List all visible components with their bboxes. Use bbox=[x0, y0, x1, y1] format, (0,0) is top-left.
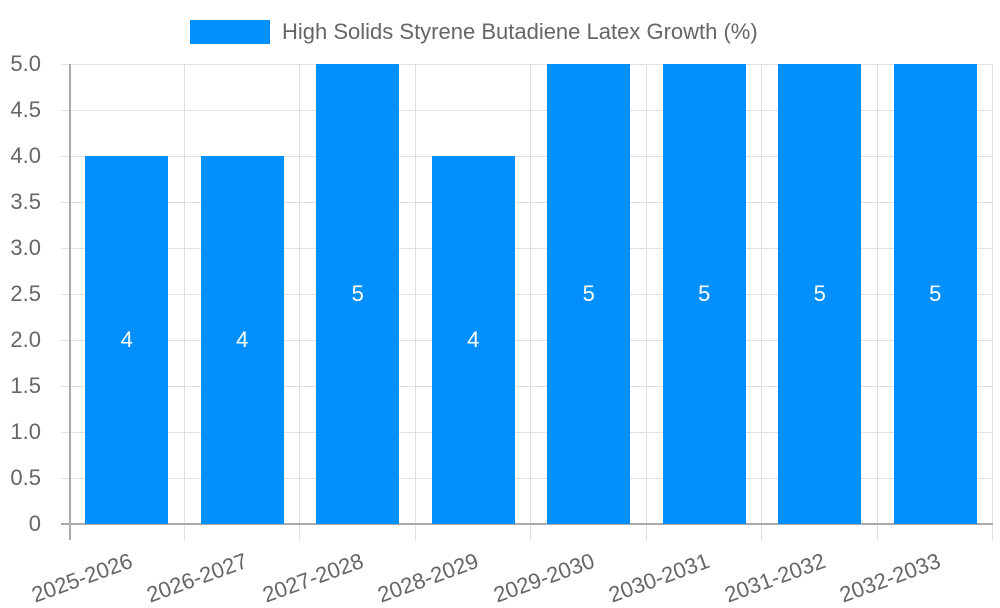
bar[interactable]: 5 bbox=[893, 64, 977, 524]
gridline-horizontal bbox=[61, 340, 993, 341]
x-tick-label: 2026-2027 bbox=[143, 548, 252, 608]
bar-value-label: 5 bbox=[698, 281, 711, 306]
bar[interactable]: 5 bbox=[316, 64, 400, 524]
gridline-vertical bbox=[183, 64, 185, 540]
bar[interactable]: 5 bbox=[778, 64, 862, 524]
gridline-vertical bbox=[414, 64, 416, 540]
bar-value-label: 4 bbox=[236, 327, 249, 352]
x-tick-label: 2025-2026 bbox=[28, 548, 136, 608]
gridline-vertical bbox=[299, 64, 300, 540]
y-tick-label: 5.0 bbox=[10, 51, 41, 76]
bar-value-label: 5 bbox=[929, 281, 942, 306]
y-tick-label: 3.0 bbox=[10, 235, 41, 260]
gridline-horizontal bbox=[61, 156, 993, 157]
bar[interactable]: 5 bbox=[547, 64, 631, 524]
y-tick-label: 4.0 bbox=[10, 143, 41, 168]
x-tick-label: 2030-2031 bbox=[605, 548, 714, 608]
gridline-vertical bbox=[992, 64, 993, 540]
y-tick-label: 3.5 bbox=[10, 189, 41, 214]
gridline-horizontal bbox=[61, 294, 993, 295]
bar[interactable]: 4 bbox=[200, 156, 284, 524]
y-tick-label: 0.5 bbox=[10, 465, 41, 490]
y-tick-label: 4.5 bbox=[10, 97, 41, 122]
y-axis-line bbox=[69, 64, 71, 540]
x-tick-label: 2027-2028 bbox=[259, 548, 367, 608]
bar-value-label: 4 bbox=[120, 327, 133, 352]
y-tick-label: 1.5 bbox=[10, 373, 41, 398]
y-tick-label: 2.0 bbox=[10, 327, 41, 352]
gridline-vertical bbox=[530, 64, 531, 540]
gridline-horizontal bbox=[61, 202, 993, 203]
bar-value-label: 5 bbox=[813, 281, 826, 306]
x-axis-line bbox=[61, 523, 993, 525]
gridline-horizontal bbox=[61, 478, 993, 479]
bar[interactable]: 4 bbox=[431, 156, 515, 524]
legend-label: High Solids Styrene Butadiene Latex Grow… bbox=[282, 19, 758, 44]
bar-value-label: 5 bbox=[351, 281, 364, 306]
bar[interactable]: 5 bbox=[662, 64, 746, 524]
gridline-horizontal bbox=[61, 432, 993, 433]
bar-value-label: 4 bbox=[467, 327, 480, 352]
gridline-vertical bbox=[645, 64, 647, 540]
chart-legend[interactable]: High Solids Styrene Butadiene Latex Grow… bbox=[190, 19, 758, 45]
gridline-vertical bbox=[876, 64, 878, 540]
x-tick-label: 2031-2032 bbox=[721, 548, 829, 608]
bar-value-label: 5 bbox=[582, 281, 595, 306]
gridline-horizontal bbox=[61, 248, 993, 249]
gridline-horizontal bbox=[61, 110, 993, 111]
legend-swatch bbox=[190, 20, 270, 44]
gridline-horizontal bbox=[61, 64, 993, 65]
gridline-vertical bbox=[761, 64, 762, 540]
x-tick-label: 2032-2033 bbox=[836, 548, 945, 608]
y-tick-label: 2.5 bbox=[10, 281, 41, 306]
plot-area: 0 0.5 1.0 1.5 2.0 2.5 3.0 3.5 4.0 4.5 5.0 4 4 5 4 5 5 5 5 bbox=[10, 51, 993, 540]
x-tick-label: 2029-2030 bbox=[490, 548, 598, 608]
y-tick-label: 1.0 bbox=[10, 419, 41, 444]
bar[interactable]: 4 bbox=[85, 156, 169, 524]
gridline-horizontal bbox=[61, 386, 993, 387]
y-tick-label: 0 bbox=[28, 511, 41, 536]
x-tick-label: 2028-2029 bbox=[374, 548, 483, 608]
